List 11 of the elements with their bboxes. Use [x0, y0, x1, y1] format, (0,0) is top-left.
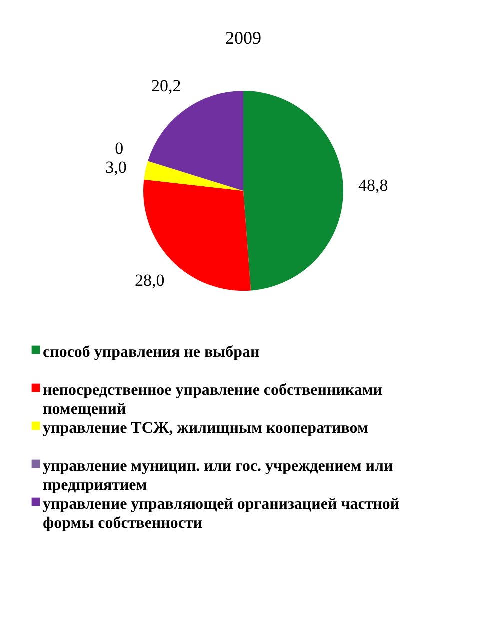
data-label: 20,2	[152, 76, 182, 96]
pie-slice	[144, 161, 244, 191]
legend-label: управление ТСЖ, жилищным кооперативом	[43, 420, 368, 437]
data-label: 3,0	[106, 158, 127, 177]
text: 0	[115, 138, 124, 158]
data-label: 48,8	[358, 176, 388, 196]
legend-label: способ управления не выбран	[43, 344, 260, 361]
pie-slice	[244, 91, 344, 291]
data-label: 28,0	[134, 271, 165, 290]
legend-label: управление управляющей организацией частной формы собственности	[43, 496, 400, 532]
chart-title: 2009	[226, 28, 262, 48]
